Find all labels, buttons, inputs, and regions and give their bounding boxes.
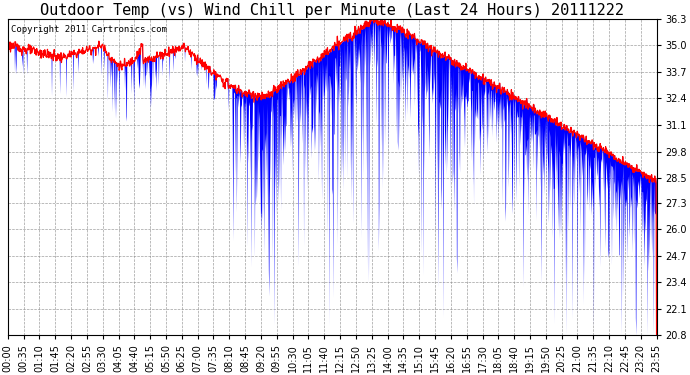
- Text: Copyright 2011 Cartronics.com: Copyright 2011 Cartronics.com: [11, 25, 167, 34]
- Title: Outdoor Temp (vs) Wind Chill per Minute (Last 24 Hours) 20111222: Outdoor Temp (vs) Wind Chill per Minute …: [40, 3, 624, 18]
